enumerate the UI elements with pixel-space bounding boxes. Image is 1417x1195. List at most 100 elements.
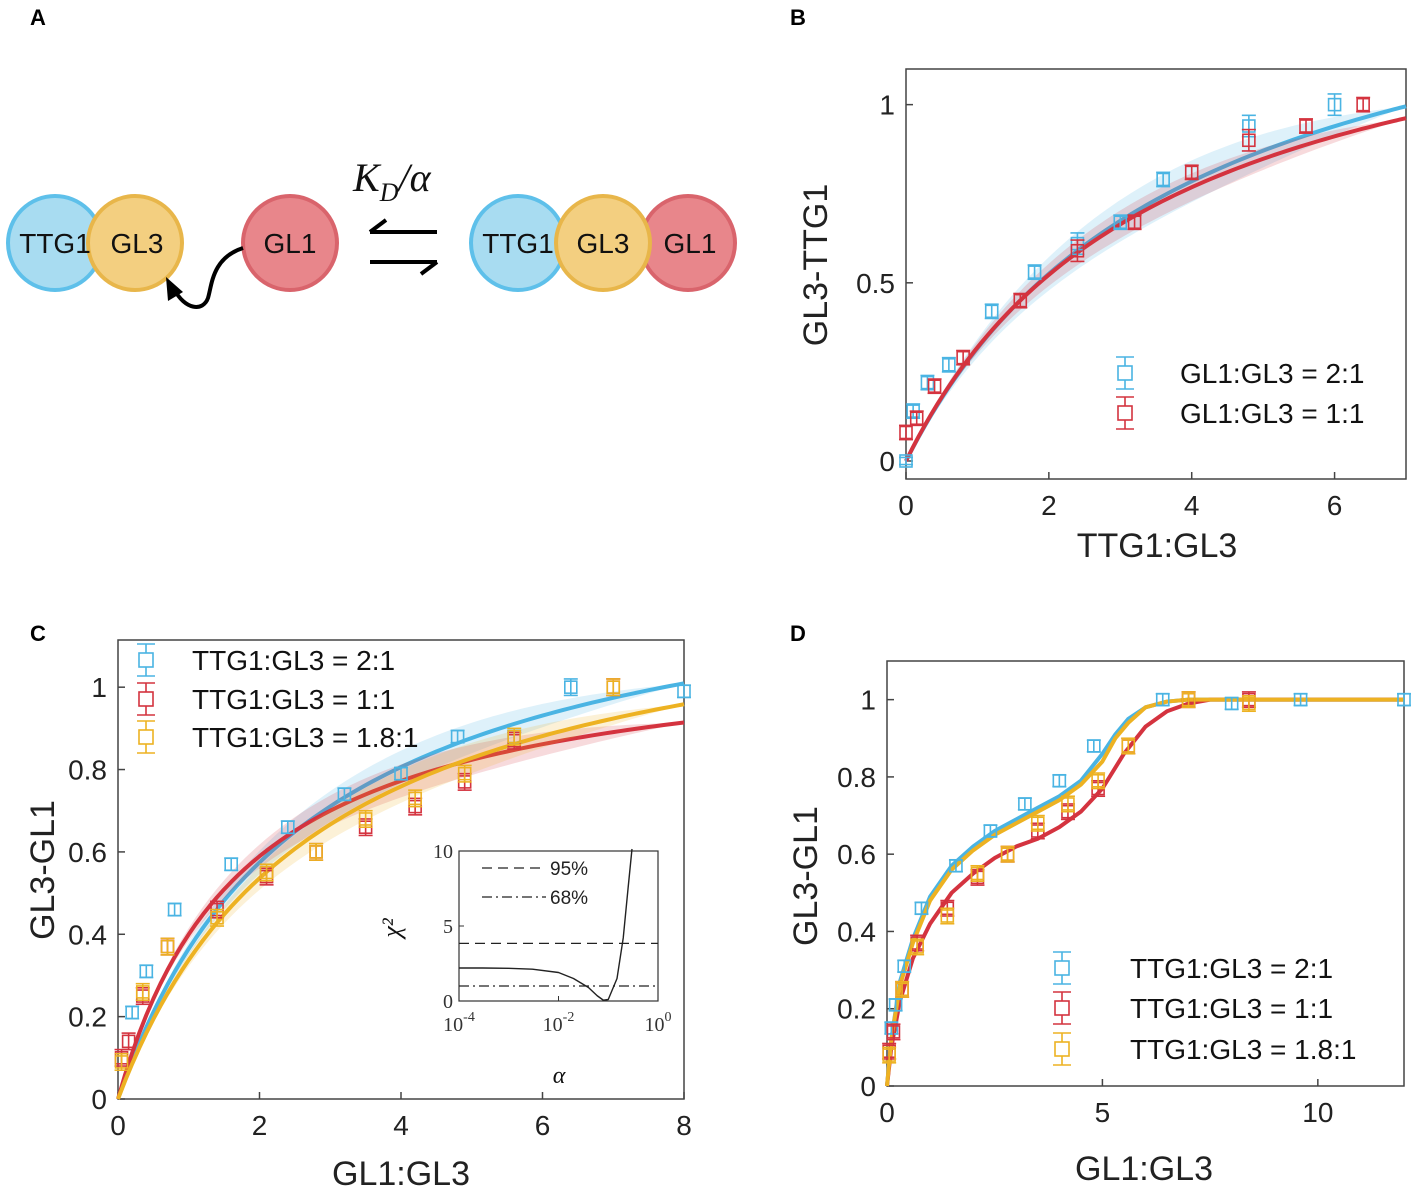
data-point (135, 985, 150, 999)
binding-arrow (172, 246, 244, 309)
fit-curve (904, 116, 1407, 462)
fit-curves (885, 697, 1404, 1087)
legend-label: GL1:GL3 = 2:1 (1180, 358, 1364, 389)
y-tick-label: 0.6 (837, 839, 876, 870)
data-point (1030, 816, 1045, 831)
series-1 (899, 93, 1342, 468)
panel-letter-b: B (790, 5, 806, 30)
legend-label: TTG1:GL3 = 2:1 (192, 645, 395, 676)
data-point (909, 411, 924, 426)
data-point (1293, 692, 1308, 707)
data-point (457, 766, 472, 781)
y-tick-label: 0.2 (68, 1002, 107, 1033)
data-point (280, 820, 295, 835)
legend-marker (1117, 405, 1133, 421)
data-point (677, 684, 691, 699)
x-axis-label: GL1:GL3 (1075, 1150, 1213, 1188)
data-point (1061, 797, 1075, 811)
data-point (1070, 243, 1085, 258)
legend-label: TTG1:GL3 = 1.8:1 (192, 722, 418, 753)
data-point (1356, 97, 1370, 112)
panel-letter-a: A (30, 5, 46, 30)
data-point (910, 940, 924, 954)
data-point (897, 959, 912, 974)
legend-entry: GL1:GL3 = 1:1 (1116, 396, 1364, 430)
inset-y-tick-label: 10 (433, 841, 453, 863)
y-tick-label: 0.8 (68, 755, 107, 786)
x-tick-label: 6 (535, 1110, 551, 1141)
data-point (408, 791, 422, 806)
data-point (1299, 119, 1313, 133)
inset-y-tick-label: 5 (443, 916, 453, 938)
legend-entry: TTG1:GL3 = 1:1 (137, 682, 395, 716)
legend-entry: GL1:GL3 = 2:1 (1116, 356, 1364, 390)
y-tick-label: 0 (860, 1071, 876, 1102)
data-point (888, 998, 903, 1012)
data-point (224, 857, 238, 872)
data-point (1181, 692, 1196, 707)
data-point (1184, 165, 1199, 180)
gl1-label-right: GL1 (664, 228, 717, 259)
data-point (358, 812, 373, 826)
x-tick-label: 10 (1302, 1097, 1333, 1128)
x-axis-label: GL1:GL3 (332, 1155, 470, 1193)
data-point (1156, 172, 1170, 187)
data-point (125, 1005, 139, 1020)
y-tick-label: 1 (860, 685, 876, 716)
data-point (895, 982, 909, 997)
data-point (259, 865, 274, 880)
x-tick-label: 5 (1095, 1097, 1111, 1128)
legend-marker (138, 729, 154, 745)
inset-x-tick-label: 10-4 (443, 1010, 475, 1036)
legend-marker (138, 652, 154, 668)
y-axis-label: GL3-TTG1 (797, 184, 835, 346)
gl3-node-right (554, 194, 652, 292)
legend-marker (1054, 1041, 1070, 1057)
legend-marker (1117, 365, 1133, 381)
data-point (914, 901, 929, 916)
x-tick-label: 0 (898, 490, 914, 521)
inset-legend-label: 95% (550, 859, 588, 880)
y-tick-label: 0.4 (68, 919, 107, 950)
data-point (1224, 696, 1239, 711)
data-point (563, 680, 578, 694)
data-point (1091, 773, 1105, 788)
series-3 (114, 678, 621, 1071)
legend-label: TTG1:GL3 = 1:1 (192, 684, 395, 715)
y-axis-label: GL3-GL1 (24, 800, 62, 940)
inset-background (445, 845, 673, 1035)
data-point (450, 729, 465, 744)
panel-letter-c: C (30, 621, 46, 646)
x-axis-label: TTG1:GL3 (1077, 527, 1238, 565)
legend-entry: TTG1:GL3 = 2:1 (137, 643, 395, 677)
ttg1-label-right: TTG1 (482, 228, 554, 259)
y-tick-label: 0.6 (68, 837, 107, 868)
plot-frame (905, 68, 1407, 480)
series-2 (899, 96, 1371, 441)
data-point (1013, 293, 1028, 308)
x-tick-label: 6 (1327, 490, 1343, 521)
data-point (970, 866, 985, 881)
data-point (899, 454, 913, 468)
chart-d: 0 5 10 0 0.2 0.4 0.6 0.8 1 GL1:GL3 GL3-GL1 TTG1:GL3… (787, 660, 1411, 1188)
data-point (606, 680, 621, 694)
data-point (1121, 739, 1136, 753)
equilibrium-arrows-icon (368, 218, 439, 276)
fit-curve (116, 702, 685, 1100)
data-point (167, 902, 182, 917)
rate-label: KD/α (352, 155, 432, 207)
data-point (139, 964, 154, 979)
legend-entry: TTG1:GL3 = 2:1 (1053, 951, 1333, 985)
y-tick-label: 0 (91, 1084, 107, 1115)
fit-curves (904, 104, 1407, 462)
data-point (886, 1025, 901, 1039)
series-3 (882, 691, 1256, 1064)
inset-x-axis-label: α (553, 1063, 566, 1089)
data-point (394, 766, 408, 781)
legend-label: TTG1:GL3 = 2:1 (1130, 953, 1333, 984)
y-axis-label: GL3-GL1 (787, 806, 825, 946)
plot-frame (886, 660, 1405, 1087)
x-tick-label: 2 (252, 1110, 268, 1141)
y-tick-label: 1 (91, 672, 107, 703)
